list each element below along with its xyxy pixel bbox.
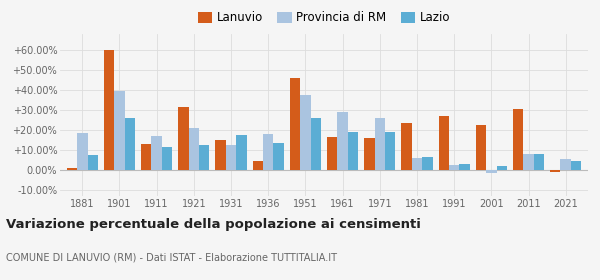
Text: COMUNE DI LANUVIO (RM) - Dati ISTAT - Elaborazione TUTTITALIA.IT: COMUNE DI LANUVIO (RM) - Dati ISTAT - El… — [6, 252, 337, 262]
Bar — [67, 168, 77, 170]
Bar — [125, 118, 135, 170]
Bar — [385, 132, 395, 170]
Bar — [523, 154, 534, 170]
Bar — [439, 116, 449, 170]
Bar — [348, 132, 358, 170]
Bar — [263, 134, 274, 170]
Bar — [77, 133, 88, 170]
Bar — [290, 78, 300, 170]
Bar — [401, 123, 412, 170]
Bar — [412, 158, 422, 170]
Bar — [497, 166, 507, 170]
Bar — [88, 155, 98, 170]
Legend: Lanuvio, Provincia di RM, Lazio: Lanuvio, Provincia di RM, Lazio — [198, 11, 450, 24]
Bar — [513, 109, 523, 170]
Bar — [550, 170, 560, 172]
Bar — [215, 140, 226, 170]
Bar — [374, 118, 385, 170]
Bar — [476, 125, 486, 170]
Bar — [337, 112, 348, 170]
Bar — [327, 137, 337, 170]
Bar — [236, 135, 247, 170]
Bar — [178, 107, 188, 170]
Bar — [486, 170, 497, 173]
Bar — [151, 136, 162, 170]
Bar — [534, 154, 544, 170]
Bar — [226, 145, 236, 170]
Bar — [300, 95, 311, 170]
Text: Variazione percentuale della popolazione ai censimenti: Variazione percentuale della popolazione… — [6, 218, 421, 231]
Bar — [449, 165, 460, 170]
Bar — [364, 138, 374, 170]
Bar — [560, 159, 571, 170]
Bar — [274, 143, 284, 170]
Bar — [199, 145, 209, 170]
Bar — [114, 91, 125, 170]
Bar — [311, 118, 321, 170]
Bar — [253, 161, 263, 170]
Bar — [460, 164, 470, 170]
Bar — [188, 128, 199, 170]
Bar — [571, 161, 581, 170]
Bar — [422, 157, 433, 170]
Bar — [104, 50, 114, 170]
Bar — [162, 147, 172, 170]
Bar — [141, 144, 151, 170]
